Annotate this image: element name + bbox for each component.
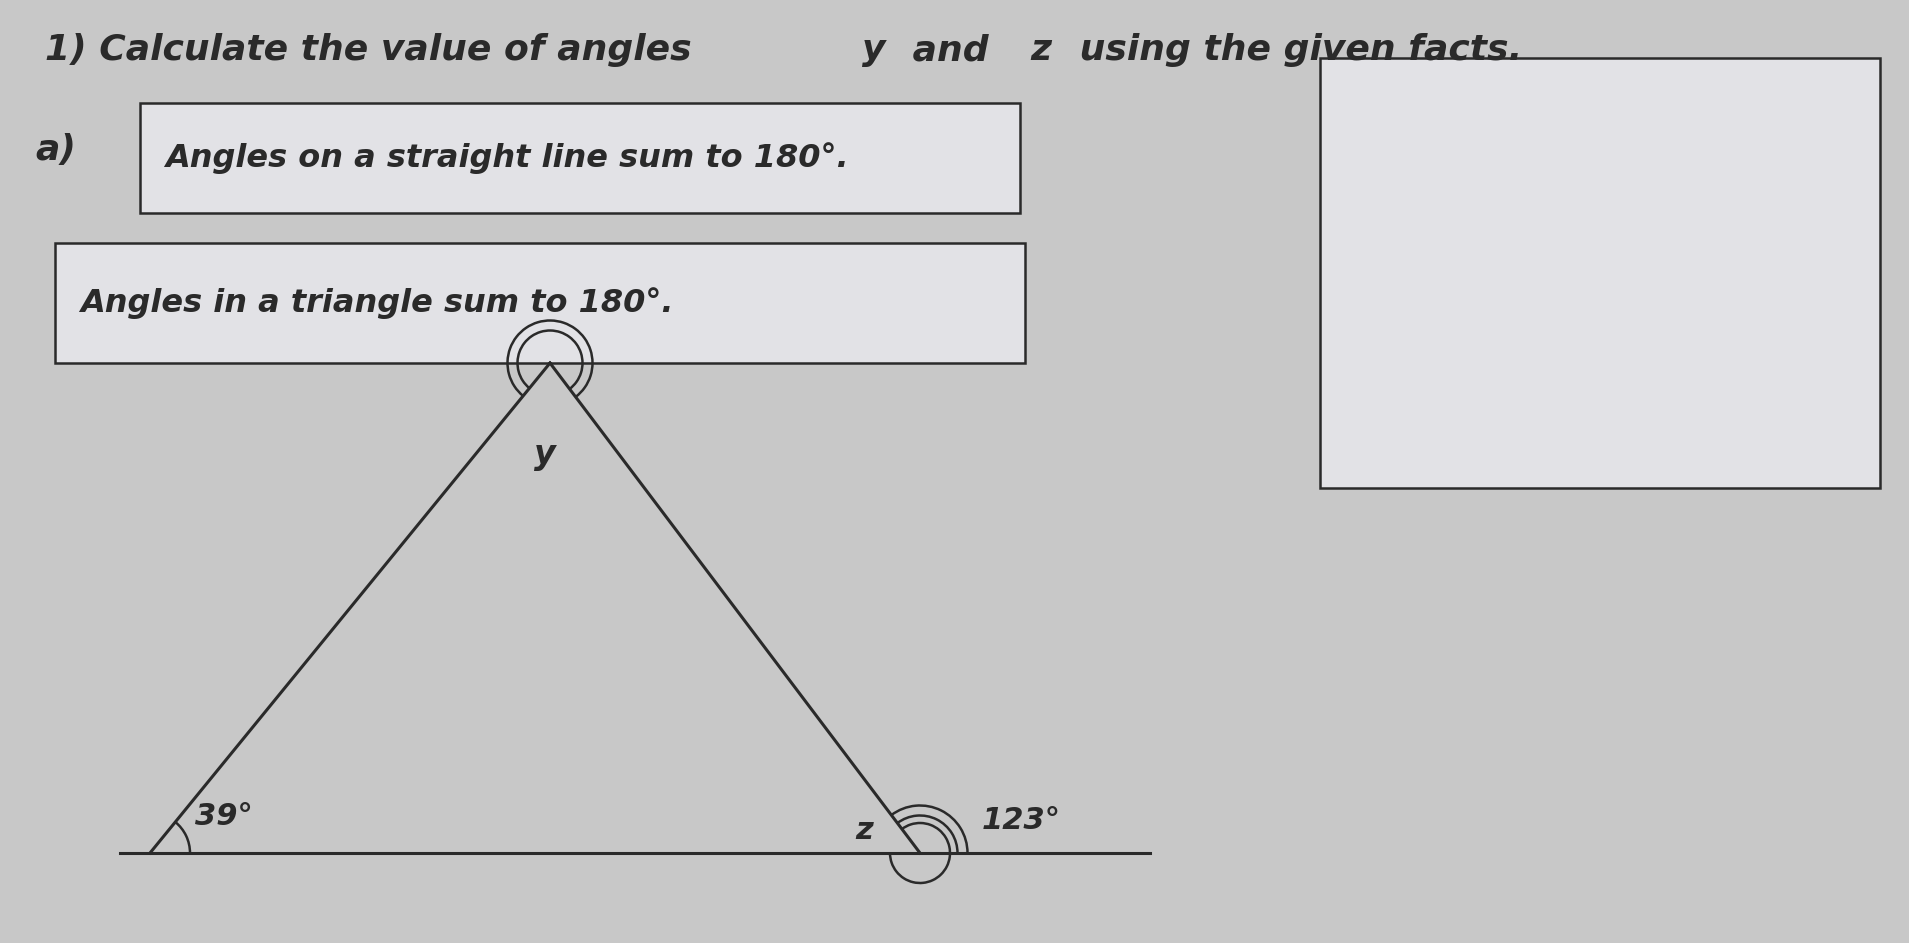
- Text: Angles on a straight line sum to 180°.: Angles on a straight line sum to 180°.: [164, 142, 850, 174]
- Bar: [139, 103, 1019, 213]
- Text: 123°: 123°: [981, 806, 1061, 835]
- Text: y: y: [535, 438, 556, 471]
- Text: Angles in a triangle sum to 180°.: Angles in a triangle sum to 180°.: [80, 287, 674, 319]
- Text: and: and: [899, 33, 1000, 67]
- Bar: [1319, 58, 1880, 488]
- Text: a): a): [34, 133, 76, 167]
- Bar: [55, 243, 1025, 363]
- Text: z: z: [855, 816, 872, 845]
- Text: using the given facts.: using the given facts.: [1067, 33, 1521, 67]
- Text: 1) Calculate the value of angles: 1) Calculate the value of angles: [46, 33, 704, 67]
- Text: 39°: 39°: [195, 802, 252, 831]
- Text: y: y: [863, 33, 886, 67]
- Text: z: z: [1031, 33, 1052, 67]
